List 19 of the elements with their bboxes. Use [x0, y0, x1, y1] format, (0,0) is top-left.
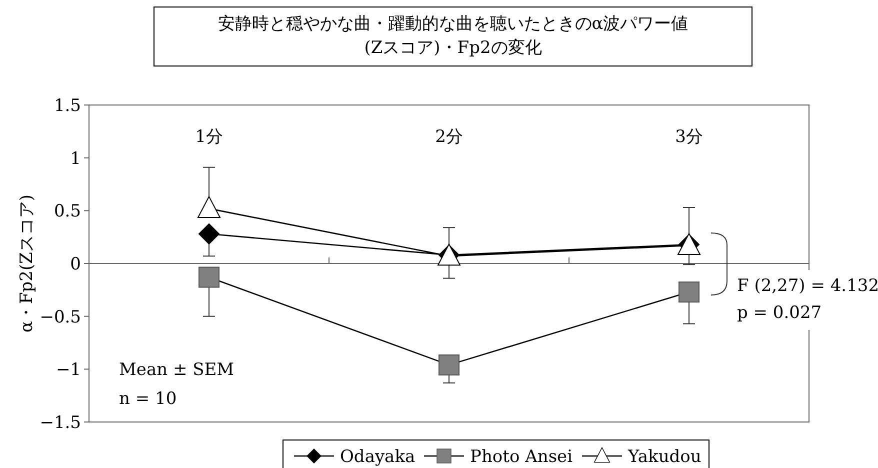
chart-title: 安静時と穏やかな曲・躍動的な曲を聴いたときのα波パワー値 (Zスコア)・Fp2の変化 [218, 14, 688, 58]
annotation: n = 10 [119, 389, 177, 409]
y-tick-label: 0.5 [54, 202, 81, 222]
x-tick-label: 3分 [675, 127, 703, 147]
y-tick-label: 0 [70, 254, 81, 274]
y-tick-label: 1.5 [54, 96, 81, 116]
x-tick-label: 1分 [195, 127, 223, 147]
annotation: Mean ± SEM [119, 360, 234, 380]
legend-label: Odayaka [340, 446, 416, 467]
y-tick-label: −1 [56, 360, 81, 380]
y-tick-label: 1 [70, 148, 81, 169]
y-tick-label: −1.5 [40, 412, 81, 433]
x-tick-label: 2分 [435, 127, 463, 147]
annotation: F (2,27) = 4.132 [737, 276, 878, 296]
y-tick-label: −0.5 [40, 307, 81, 328]
legend-label: Yakudou [627, 446, 702, 467]
y-axis-title: α・Fp2(Zスコア) [17, 194, 37, 333]
legend-label: Photo Ansei [470, 446, 574, 467]
annotation: p = 0.027 [737, 303, 822, 323]
